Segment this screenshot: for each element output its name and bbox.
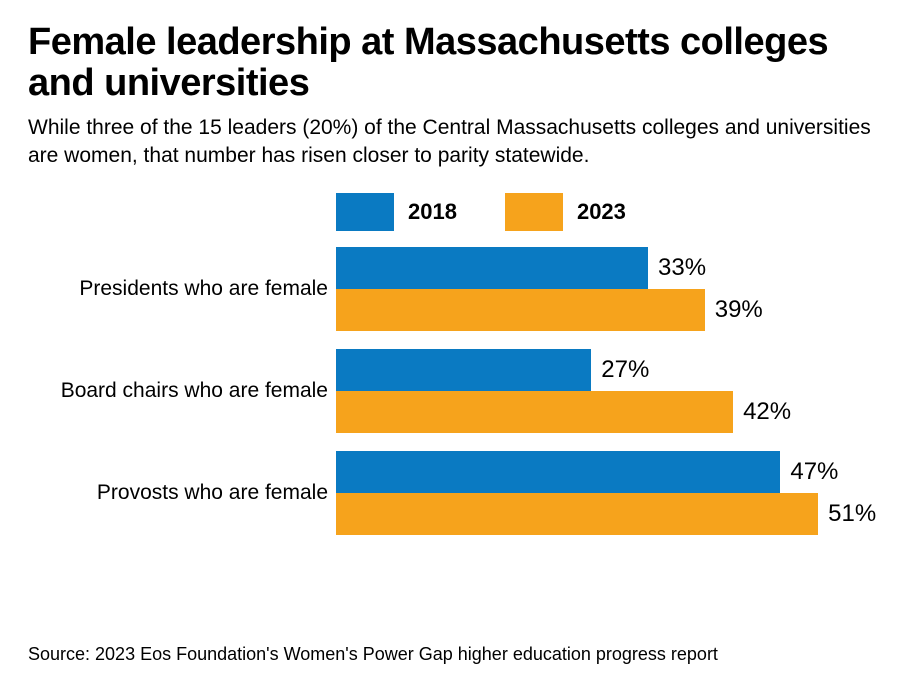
bar [336,247,648,289]
category-label: Provosts who are female [28,481,336,505]
bar [336,349,591,391]
legend-swatch [505,193,563,231]
chart-title: Female leadership at Massachusetts colle… [28,22,872,104]
chart-category: Board chairs who are female 27% 42% [28,349,872,433]
bar-value-label: 42% [743,398,791,426]
chart-category: Presidents who are female 33% 39% [28,247,872,331]
bar-value-label: 39% [715,296,763,324]
bar [336,451,780,493]
legend-swatch [336,193,394,231]
source-line: Source: 2023 Eos Foundation's Women's Po… [28,644,718,665]
bar [336,289,705,331]
bar-group: 33% 39% [336,247,872,331]
legend-label: 2018 [408,199,457,225]
bar-chart: Presidents who are female 33% 39% Board cha… [28,247,872,535]
legend: 2018 2023 [336,193,872,231]
bar-row: 51% [336,493,876,535]
legend-item: 2023 [505,193,626,231]
chart-category: Provosts who are female47%51% [28,451,872,535]
bar [336,493,818,535]
bar [336,391,733,433]
bar-group: 27% 42% [336,349,872,433]
bar-value-label: 27% [601,356,649,384]
bar-value-label: 47% [790,458,838,486]
category-label: Board chairs who are female [28,379,336,403]
bar-row: 27% [336,349,872,391]
bar-value-label: 51% [828,500,876,528]
legend-item: 2018 [336,193,457,231]
bar-value-label: 33% [658,254,706,282]
chart-subtitle: While three of the 15 leaders (20%) of t… [28,114,872,171]
bar-row: 33% [336,247,872,289]
legend-label: 2023 [577,199,626,225]
bar-row: 42% [336,391,872,433]
bar-row: 39% [336,289,872,331]
category-label: Presidents who are female [28,277,336,301]
bar-group: 47% 51% [336,451,876,535]
bar-row: 47% [336,451,876,493]
